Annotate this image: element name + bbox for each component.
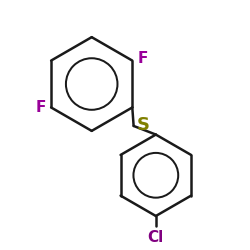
Text: Cl: Cl xyxy=(148,230,164,244)
Text: S: S xyxy=(136,116,149,134)
Text: F: F xyxy=(36,100,46,115)
Text: F: F xyxy=(137,50,147,66)
